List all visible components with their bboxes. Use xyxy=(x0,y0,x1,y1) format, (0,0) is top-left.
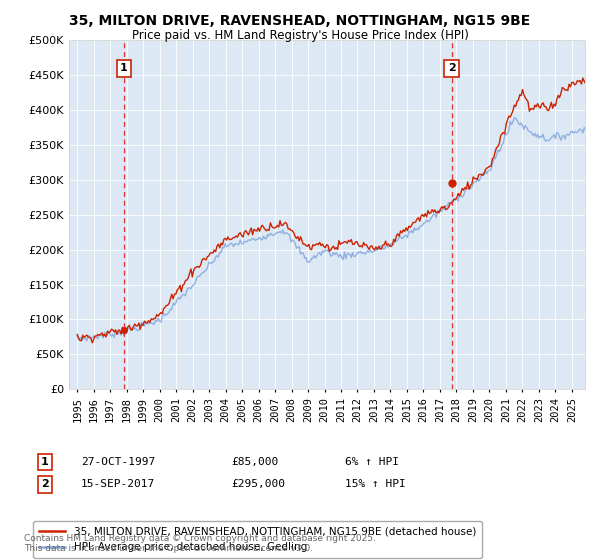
Text: 2: 2 xyxy=(41,479,49,489)
Text: £295,000: £295,000 xyxy=(231,479,285,489)
Text: Price paid vs. HM Land Registry's House Price Index (HPI): Price paid vs. HM Land Registry's House … xyxy=(131,29,469,42)
Text: 1: 1 xyxy=(120,63,128,73)
Text: 27-OCT-1997: 27-OCT-1997 xyxy=(81,457,155,467)
Text: 2: 2 xyxy=(448,63,455,73)
Text: 15-SEP-2017: 15-SEP-2017 xyxy=(81,479,155,489)
Text: 6% ↑ HPI: 6% ↑ HPI xyxy=(345,457,399,467)
Text: £85,000: £85,000 xyxy=(231,457,278,467)
Text: Contains HM Land Registry data © Crown copyright and database right 2025.
This d: Contains HM Land Registry data © Crown c… xyxy=(24,534,376,553)
Legend: 35, MILTON DRIVE, RAVENSHEAD, NOTTINGHAM, NG15 9BE (detached house), HPI: Averag: 35, MILTON DRIVE, RAVENSHEAD, NOTTINGHAM… xyxy=(33,521,482,558)
Text: 15% ↑ HPI: 15% ↑ HPI xyxy=(345,479,406,489)
Text: 35, MILTON DRIVE, RAVENSHEAD, NOTTINGHAM, NG15 9BE: 35, MILTON DRIVE, RAVENSHEAD, NOTTINGHAM… xyxy=(70,14,530,28)
Text: 1: 1 xyxy=(41,457,49,467)
